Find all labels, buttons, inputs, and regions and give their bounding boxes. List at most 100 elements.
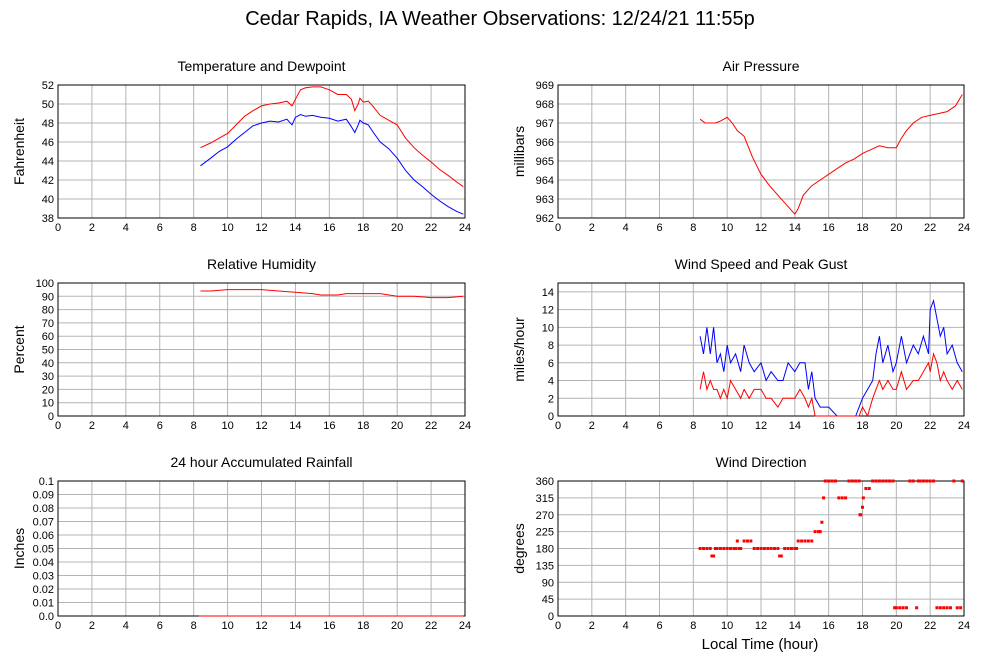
x-tick-label: 4	[123, 620, 129, 632]
data-point	[786, 547, 790, 550]
x-tick-label: 0	[555, 222, 561, 234]
data-point	[789, 547, 793, 550]
y-tick-label: 44	[42, 156, 54, 168]
x-tick-label: 0	[55, 420, 61, 432]
chart-title: Wind Direction	[715, 454, 806, 470]
data-point	[861, 496, 865, 500]
x-axis-label: Local Time (hour)	[701, 636, 819, 653]
data-point	[817, 530, 821, 534]
y-tick-label: 360	[536, 476, 554, 488]
x-tick-label: 10	[221, 620, 233, 632]
data-point	[901, 606, 905, 610]
page-title: Cedar Rapids, IA Weather Observations: 1…	[245, 8, 755, 30]
data-point	[818, 530, 822, 534]
x-tick-label: 16	[823, 420, 835, 432]
data-point	[894, 606, 898, 610]
y-tick-label: 38	[42, 213, 54, 225]
x-tick-label: 20	[391, 620, 403, 632]
data-point	[810, 539, 814, 543]
x-tick-label: 12	[255, 420, 267, 432]
x-tick-label: 4	[123, 222, 129, 234]
data-point	[925, 479, 929, 483]
chart-title: Temperature and Dewpoint	[177, 58, 345, 74]
y-tick-label: 40	[42, 358, 54, 370]
y-tick-label: 0.02	[33, 584, 54, 596]
data-point	[864, 487, 868, 490]
x-tick-label: 18	[357, 420, 369, 432]
data-point	[844, 496, 848, 500]
chart-title: Air Pressure	[722, 58, 799, 74]
data-point	[952, 479, 956, 483]
y-tick-label: 4	[548, 376, 554, 388]
data-point	[881, 479, 885, 483]
x-tick-label: 18	[856, 620, 868, 632]
data-point	[916, 479, 920, 483]
x-tick-label: 12	[255, 222, 267, 234]
data-point	[891, 479, 895, 483]
data-point	[871, 479, 875, 483]
data-point	[915, 606, 919, 610]
data-point	[888, 479, 892, 483]
y-tick-label: 10	[542, 322, 554, 334]
x-tick-label: 8	[690, 420, 696, 432]
data-point	[948, 606, 952, 610]
x-tick-label: 16	[323, 222, 335, 234]
x-tick-label: 8	[191, 620, 197, 632]
y-tick-label: 315	[536, 493, 554, 505]
chart-title: Wind Speed and Peak Gust	[675, 256, 848, 272]
series-line-1	[699, 352, 963, 418]
y-tick-label: 12	[542, 305, 554, 317]
data-point	[827, 479, 831, 483]
y-tick-label: 42	[42, 175, 54, 187]
y-tick-label: 14	[542, 287, 554, 299]
data-point	[822, 496, 826, 500]
y-tick-label: 0.01	[33, 598, 54, 610]
data-point	[756, 547, 760, 550]
y-tick-label: 10	[42, 398, 54, 410]
x-tick-label: 10	[721, 420, 733, 432]
x-tick-label: 14	[289, 420, 301, 432]
plot-frame	[57, 282, 466, 417]
y-tick-label: 225	[536, 527, 554, 539]
series-line-0	[699, 94, 963, 216]
data-point	[762, 547, 766, 550]
y-tick-label: 967	[536, 118, 554, 130]
x-tick-label: 22	[924, 420, 936, 432]
y-tick-label: 90	[542, 577, 554, 589]
series-line-0	[200, 86, 464, 188]
x-tick-label: 6	[157, 620, 163, 632]
y-tick-label: 963	[536, 194, 554, 206]
x-tick-label: 6	[656, 420, 662, 432]
data-point	[813, 530, 817, 534]
y-tick-label: 0	[548, 611, 554, 623]
data-point	[759, 547, 763, 550]
x-tick-label: 14	[789, 222, 801, 234]
x-tick-label: 8	[191, 420, 197, 432]
data-point	[955, 606, 959, 610]
data-point	[833, 479, 837, 483]
x-tick-label: 2	[589, 222, 595, 234]
y-tick-label: 70	[42, 318, 54, 330]
y-axis-label: Fahrenheit	[11, 118, 27, 185]
data-point	[752, 547, 756, 550]
x-tick-label: 22	[425, 420, 437, 432]
data-point	[698, 547, 702, 550]
y-tick-label: 180	[536, 544, 554, 556]
y-axis-label: Inches	[11, 528, 27, 569]
data-point	[884, 479, 888, 483]
y-tick-label: 0	[548, 411, 554, 423]
data-point	[713, 547, 717, 550]
data-point	[904, 606, 908, 610]
y-tick-label: 48	[42, 118, 54, 130]
y-tick-label: 0.1	[39, 476, 54, 488]
data-point	[769, 547, 773, 550]
data-point	[893, 606, 897, 610]
x-tick-label: 2	[589, 420, 595, 432]
chart-title: Relative Humidity	[207, 256, 316, 272]
x-tick-label: 20	[391, 420, 403, 432]
x-tick-label: 22	[924, 222, 936, 234]
